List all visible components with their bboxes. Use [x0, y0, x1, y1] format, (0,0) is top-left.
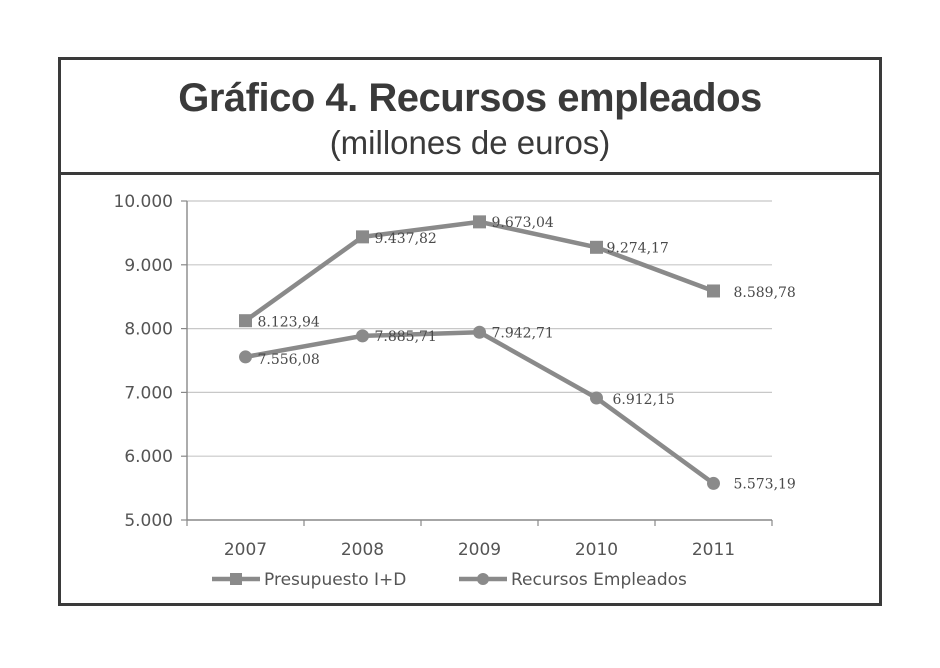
data-point-square: [590, 240, 603, 254]
data-label: 9.673,04: [492, 215, 554, 231]
data-label: 9.437,82: [375, 231, 437, 247]
legend-marker-circle: [477, 573, 489, 585]
y-tick-label: 10.000: [114, 192, 173, 212]
data-label: 7.885,71: [375, 329, 437, 345]
y-axis-tick-labels: 5.000 6.000 7.000 8.000 9.000 10.000: [114, 192, 173, 531]
data-point-square: [473, 215, 486, 229]
chart-subtitle: (millones de euros): [329, 124, 611, 161]
data-point-circle: [707, 476, 720, 490]
data-point-circle: [356, 329, 369, 343]
data-label: 9.274,17: [607, 240, 669, 256]
x-tick-label: 2011: [692, 540, 735, 560]
x-tick-label: 2010: [575, 540, 618, 560]
data-point-circle: [239, 350, 252, 364]
data-point-square: [707, 284, 720, 298]
data-point-circle: [473, 325, 486, 339]
x-tick-label: 2008: [341, 540, 384, 560]
chart-frame: Gráfico 4. Recursos empleados (millones …: [58, 57, 882, 606]
data-labels: 8.123,94 9.437,82 9.673,04 9.274,17 8.589,78…: [258, 215, 796, 493]
legend-marker-square: [230, 573, 242, 585]
data-label: 7.942,71: [492, 325, 554, 341]
legend-label: Presupuesto I+D: [264, 570, 406, 590]
y-tick-label: 9.000: [124, 256, 173, 276]
data-label: 8.589,78: [734, 285, 796, 301]
y-tick-label: 5.000: [124, 511, 173, 531]
data-point-square: [356, 230, 369, 244]
data-label: 6.912,15: [613, 392, 675, 408]
axes: [181, 200, 773, 526]
series-line-presupuesto: [244, 219, 715, 323]
data-label: 5.573,19: [734, 476, 796, 492]
legend-item: Recursos Empleados: [459, 570, 687, 590]
legend: Presupuesto I+D Recursos Empleados: [212, 570, 687, 590]
data-label: 7.556,08: [258, 352, 320, 368]
x-axis-tick-labels: 2007 2008 2009 2010 2011: [224, 540, 735, 560]
y-tick-label: 6.000: [124, 447, 173, 467]
data-point-square: [239, 314, 252, 328]
chart-header: Gráfico 4. Recursos empleados (millones …: [61, 60, 879, 175]
y-tick-label: 8.000: [124, 320, 173, 340]
series-group: [239, 215, 720, 490]
legend-label: Recursos Empleados: [511, 570, 687, 590]
x-tick-label: 2009: [458, 540, 501, 560]
chart-title: Gráfico 4. Recursos empleados: [178, 76, 762, 120]
legend-item: Presupuesto I+D: [212, 570, 406, 590]
data-point-circle: [590, 391, 603, 405]
x-tick-label: 2007: [224, 540, 267, 560]
data-label: 8.123,94: [258, 315, 320, 331]
y-tick-label: 7.000: [124, 383, 173, 403]
